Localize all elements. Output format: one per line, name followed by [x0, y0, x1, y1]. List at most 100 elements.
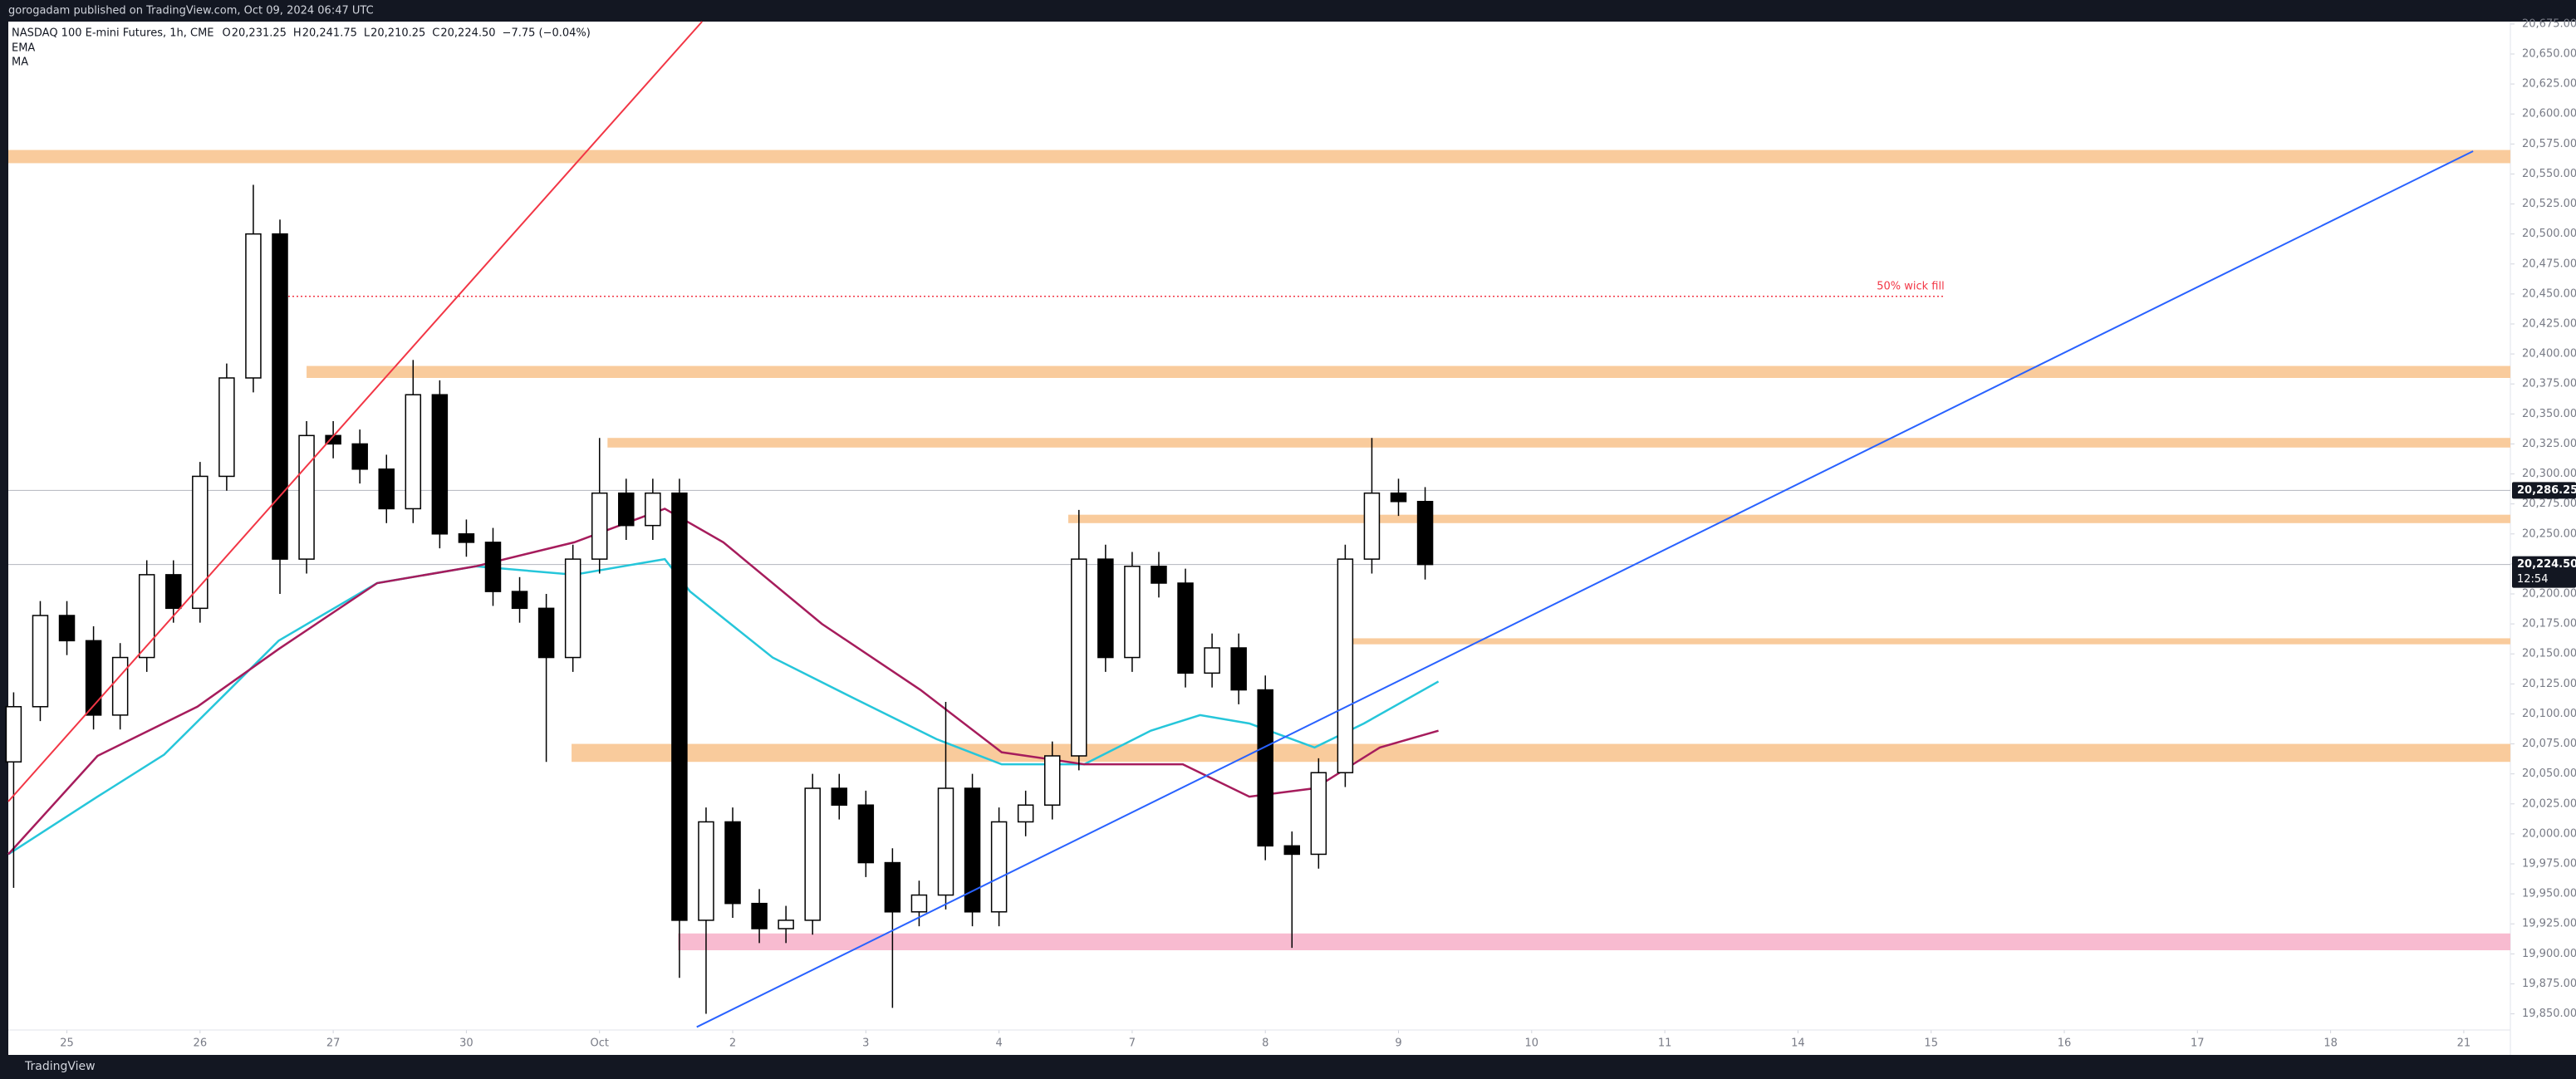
x-tick-label: 18 — [2323, 1037, 2338, 1050]
y-tick-label: 20,325.00 — [2522, 438, 2576, 450]
candle-body — [1043, 755, 1061, 806]
annotation-label: 50% wick fill — [1877, 280, 1945, 292]
candle-body — [857, 804, 875, 864]
y-tick-label: 19,975.00 — [2522, 858, 2576, 871]
y-tick-label: 20,425.00 — [2522, 318, 2576, 331]
y-tick-label: 20,400.00 — [2522, 348, 2576, 360]
x-tick-label: 3 — [862, 1037, 869, 1050]
y-tick-label: 20,200.00 — [2522, 588, 2576, 601]
candle-body — [990, 821, 1008, 913]
candle-body — [698, 821, 714, 921]
y-tick-label: 20,000.00 — [2522, 827, 2576, 840]
x-tick-label: 10 — [1525, 1037, 1539, 1050]
x-tick-label: 26 — [194, 1037, 208, 1050]
price-label: 20,286.25 — [2517, 484, 2576, 497]
candle-body — [564, 558, 581, 659]
y-tick-label: 20,550.00 — [2522, 168, 2576, 180]
zone — [607, 438, 2511, 448]
y-tick-label: 20,575.00 — [2522, 138, 2576, 150]
zone — [8, 150, 2510, 164]
x-tick-label: 21 — [2457, 1037, 2471, 1050]
y-tick-label: 20,525.00 — [2522, 198, 2576, 210]
candle-body — [192, 475, 209, 610]
candle-body — [751, 902, 768, 929]
x-tick-label: 4 — [995, 1037, 1002, 1050]
y-tick-label: 20,150.00 — [2522, 648, 2576, 660]
x-tick-label: 25 — [60, 1037, 74, 1050]
candle-body — [32, 615, 49, 708]
candle-body — [1257, 689, 1273, 847]
quote-value: 20,231.25 — [232, 27, 287, 40]
quote-value: 20,210.25 — [370, 27, 425, 40]
zone — [572, 743, 2511, 763]
candle-body — [831, 787, 848, 806]
legend-ema: EMA — [12, 42, 35, 55]
y-tick-label: 20,250.00 — [2522, 527, 2576, 540]
candle-body — [1177, 582, 1194, 674]
candle-body — [1124, 566, 1141, 659]
candle-body — [1283, 845, 1301, 856]
candle-body — [138, 574, 155, 659]
y-tick-label: 20,350.00 — [2522, 408, 2576, 420]
quote-value: 20,241.75 — [302, 27, 357, 40]
candle-body — [1390, 492, 1407, 503]
quote-key: C — [432, 27, 439, 40]
candle-body — [218, 377, 235, 478]
quote-key: O — [223, 27, 231, 40]
quote-key: L — [364, 27, 370, 40]
x-tick-label: 27 — [326, 1037, 341, 1050]
candle-body — [724, 821, 741, 905]
x-tick-label: 16 — [2058, 1037, 2072, 1050]
candle-body — [298, 434, 315, 560]
candle-body — [1097, 558, 1114, 659]
candle-body — [1363, 492, 1381, 560]
y-tick-label: 20,375.00 — [2522, 378, 2576, 390]
candle-body — [458, 533, 475, 543]
trendline — [696, 150, 2474, 1028]
candle-body — [165, 574, 182, 610]
y-tick-label: 19,875.00 — [2522, 978, 2576, 990]
candle-body — [245, 233, 262, 379]
candle-body — [1204, 647, 1220, 674]
y-tick-label: 20,650.00 — [2522, 48, 2576, 61]
y-tick-label: 19,900.00 — [2522, 948, 2576, 960]
y-tick-label: 20,475.00 — [2522, 257, 2576, 270]
legend: NASDAQ 100 E-mini Futures, 1h, CME EMA M… — [12, 27, 214, 69]
brand: TradingView — [24, 1060, 96, 1073]
candle-body — [1071, 558, 1087, 757]
candle-body — [5, 706, 22, 763]
candle-body — [272, 233, 288, 560]
candle-body — [378, 468, 395, 510]
x-tick-label: 9 — [1395, 1037, 1401, 1050]
y-tick-label: 20,450.00 — [2522, 287, 2576, 300]
y-tick-label: 19,850.00 — [2522, 1008, 2576, 1020]
candle-body — [1337, 558, 1354, 773]
candle-body — [431, 394, 449, 535]
price-countdown: 12:54 — [2517, 573, 2548, 586]
candle-body — [1151, 566, 1167, 584]
candle-body — [645, 492, 661, 527]
quote-change: −7.75 (−0.04%) — [503, 27, 591, 40]
candle-body — [537, 607, 555, 659]
candle-body — [778, 920, 794, 929]
x-tick-label: 15 — [1924, 1037, 1938, 1050]
y-tick-label: 20,175.00 — [2522, 618, 2576, 630]
price-label-box — [2512, 482, 2576, 499]
trendline — [7, 21, 703, 802]
x-tick-label: 11 — [1658, 1037, 1672, 1050]
candle-body — [511, 591, 528, 610]
x-tick-label: 14 — [1791, 1037, 1805, 1050]
candle-body — [804, 787, 821, 921]
legend-ma: MA — [12, 56, 28, 69]
y-tick-label: 20,100.00 — [2522, 708, 2576, 720]
candle-body — [1017, 804, 1034, 823]
price-label-box — [2512, 556, 2576, 588]
y-tick-label: 20,275.00 — [2522, 498, 2576, 510]
candle-body — [111, 656, 129, 716]
zone — [1067, 514, 2510, 523]
zone — [678, 933, 2510, 950]
candle-body — [910, 894, 928, 913]
y-tick-label: 20,625.00 — [2522, 78, 2576, 91]
publisher: gorogadam published on TradingView.com, … — [8, 5, 374, 17]
